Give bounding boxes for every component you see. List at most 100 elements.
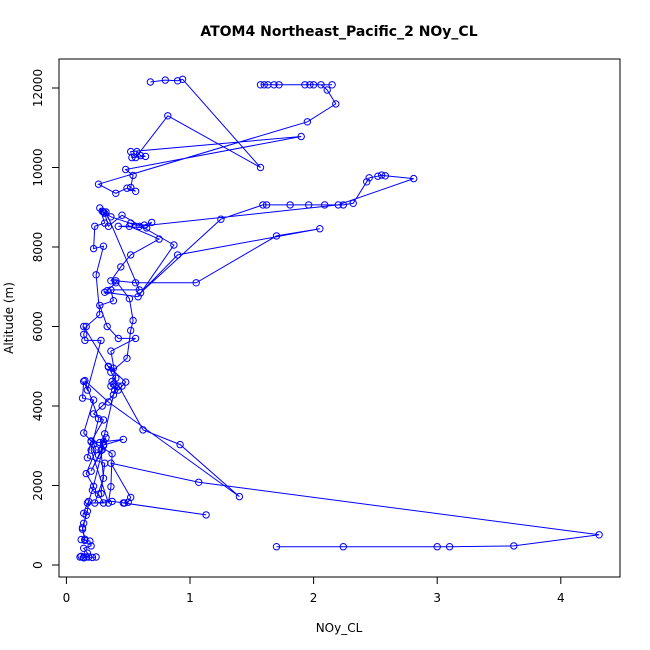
data-point — [96, 301, 104, 310]
data-point — [87, 446, 95, 454]
data-point — [309, 81, 318, 89]
data-point — [101, 209, 109, 217]
data-point — [146, 78, 155, 86]
data-point — [80, 429, 88, 437]
data-point — [272, 232, 281, 240]
data-point — [202, 511, 210, 519]
data-point — [262, 201, 271, 209]
data-point — [84, 553, 93, 561]
data-point — [104, 363, 113, 371]
data-point — [81, 536, 89, 545]
data-point — [235, 492, 244, 501]
data-point — [102, 434, 110, 442]
data-point — [136, 151, 145, 160]
data-point — [264, 81, 272, 89]
data-point — [381, 172, 389, 180]
data-point — [94, 451, 103, 459]
data-point — [129, 316, 137, 325]
series-2 — [76, 204, 178, 562]
data-point — [365, 174, 373, 182]
data-point — [98, 402, 106, 410]
data-point — [510, 542, 518, 550]
data-point — [374, 172, 382, 180]
data-point — [91, 499, 99, 507]
data-point — [173, 77, 182, 85]
data-point — [81, 336, 89, 345]
data-point — [119, 435, 128, 444]
data-point — [112, 279, 120, 287]
series-line — [97, 78, 337, 194]
data-point — [256, 81, 265, 89]
data-point — [80, 544, 88, 552]
x-tick-label: 0 — [63, 591, 71, 605]
data-point — [103, 322, 111, 331]
data-point — [107, 483, 115, 491]
data-point — [80, 553, 88, 562]
data-point — [134, 293, 142, 301]
y-tick-label: 0 — [31, 561, 45, 569]
data-point — [101, 288, 109, 296]
data-point — [80, 322, 88, 331]
data-point — [135, 222, 144, 231]
data-point — [107, 382, 115, 390]
series-1 — [94, 75, 340, 198]
y-tick-label: 4000 — [31, 391, 45, 422]
x-axis: 0 1 2 3 4 — [63, 576, 565, 605]
data-point — [99, 242, 108, 250]
data-point — [114, 382, 123, 390]
data-point — [445, 543, 454, 551]
x-tick-label: 3 — [433, 591, 441, 605]
data-point — [170, 241, 178, 249]
data-point — [97, 336, 105, 345]
data-point — [112, 277, 120, 285]
data-point — [109, 297, 118, 305]
data-point — [99, 208, 108, 216]
data-point — [305, 201, 313, 209]
data-point — [173, 251, 182, 259]
data-point — [109, 364, 118, 372]
data-point — [148, 218, 156, 227]
data-point — [83, 499, 92, 507]
data-point — [129, 171, 137, 180]
data-point — [102, 208, 110, 216]
data-point — [86, 537, 94, 545]
data-point — [101, 219, 109, 227]
data-point — [107, 213, 115, 221]
data-point — [155, 235, 163, 243]
y-tick-label: 2000 — [31, 470, 45, 501]
y-tick-label: 12000 — [31, 69, 45, 107]
data-point — [259, 201, 267, 209]
data-point — [80, 377, 88, 386]
data-point — [87, 437, 95, 445]
data-point — [125, 295, 134, 303]
data-point — [83, 549, 92, 557]
data-point — [334, 201, 342, 209]
data-point — [127, 219, 135, 227]
data-point — [97, 489, 105, 498]
data-point — [101, 459, 109, 467]
data-point — [101, 430, 109, 438]
data-point — [78, 525, 87, 533]
data-point — [91, 222, 99, 231]
data-point — [131, 279, 140, 287]
x-tick-label: 2 — [310, 591, 318, 605]
data-point — [217, 215, 225, 223]
series-line — [81, 174, 600, 548]
data-point — [332, 100, 340, 108]
data-point — [104, 398, 113, 406]
data-point — [297, 132, 305, 141]
plot-frame — [58, 58, 621, 578]
data-point — [275, 81, 283, 89]
data-point — [114, 334, 123, 343]
data-point — [127, 183, 135, 192]
data-point — [89, 244, 98, 253]
data-point — [88, 486, 97, 494]
data-point — [88, 553, 97, 562]
data-point — [127, 251, 135, 259]
data-point — [104, 499, 113, 507]
data-point — [107, 286, 115, 294]
data-point — [164, 112, 172, 120]
data-point — [317, 81, 325, 89]
data-point — [89, 396, 98, 404]
data-point — [80, 509, 88, 517]
